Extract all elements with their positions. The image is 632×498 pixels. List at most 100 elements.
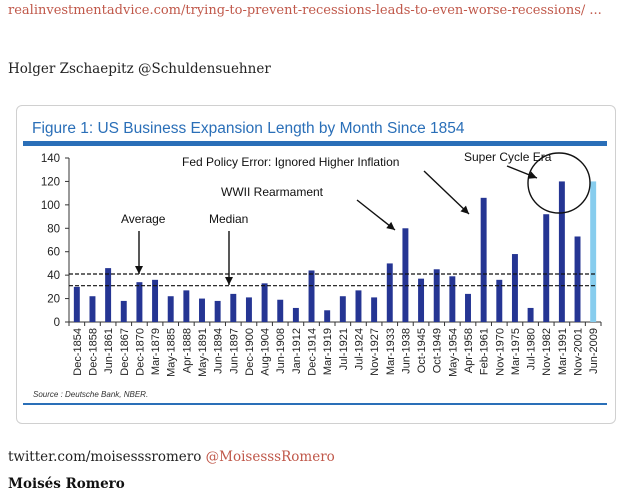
- bar: [105, 268, 112, 322]
- x-tick-label: Mar-1919: [322, 328, 334, 375]
- annotation-median: Median: [209, 212, 248, 226]
- bar: [230, 293, 237, 322]
- author-line: Holger Zschaepitz @Schuldensuehner: [8, 61, 271, 77]
- x-tick-label: Jan-1912: [291, 328, 303, 374]
- bar: [480, 197, 487, 322]
- x-tick-label: Nov-1982: [541, 328, 553, 376]
- x-tick-label: Nov-1970: [494, 328, 506, 376]
- bar: [73, 286, 80, 322]
- bar: [292, 307, 299, 322]
- x-tick-label: Feb-1961: [479, 328, 491, 375]
- bar: [558, 181, 565, 322]
- y-tick-label: 20: [47, 294, 60, 306]
- x-tick-label: Jun-1861: [103, 328, 115, 374]
- chart-figure: Figure 1: US Business Expansion Length b…: [16, 105, 616, 424]
- y-tick-label: 60: [47, 247, 60, 259]
- bar-chart: Figure 1: US Business Expansion Length b…: [23, 120, 607, 405]
- y-tick-label: 0: [54, 317, 60, 329]
- x-tick-label: Jun-1894: [213, 328, 225, 374]
- bar: [136, 282, 143, 322]
- median-arrow-head: [225, 277, 233, 285]
- x-tick-label: Jun-1908: [275, 328, 287, 374]
- x-tick-label: Jul-1921: [338, 328, 350, 370]
- bar: [590, 181, 597, 322]
- x-tick-label: Dec-1900: [244, 328, 256, 376]
- bar: [183, 290, 190, 322]
- bar: [511, 254, 518, 322]
- bar: [418, 278, 425, 322]
- bar: [167, 296, 174, 322]
- bar: [152, 279, 159, 322]
- bar: [386, 263, 393, 322]
- x-tick-label: Mar-1879: [150, 328, 162, 375]
- bar: [120, 300, 127, 322]
- source-link[interactable]: realinvestmentadvice.com/trying-to-preve…: [8, 3, 602, 18]
- x-tick-label: Nov-1927: [369, 328, 381, 376]
- bar: [355, 290, 362, 322]
- x-tick-label: Jul-1924: [353, 328, 365, 370]
- x-tick-label: May-1954: [447, 328, 459, 377]
- bar: [465, 293, 471, 322]
- average-arrow-head: [135, 266, 143, 274]
- y-tick-label: 80: [47, 223, 60, 235]
- x-tick-label: Jun-2009: [588, 328, 600, 374]
- wwii-arrow: [356, 199, 396, 231]
- x-tick-label: Dec-1854: [72, 328, 84, 376]
- x-tick-label: May-1885: [166, 328, 178, 377]
- bar: [277, 299, 284, 322]
- x-tick-label: Mar-1975: [510, 328, 522, 375]
- bar: [543, 214, 550, 322]
- x-tick-label: Oct-1949: [432, 328, 444, 373]
- bar: [199, 298, 205, 322]
- bar: [339, 296, 346, 322]
- x-tick-label: Oct-1945: [416, 328, 428, 373]
- chart-source: Source : Deutsche Bank, NBER.: [33, 390, 148, 399]
- bar: [371, 297, 378, 322]
- x-tick-label: Dec-1914: [307, 328, 319, 376]
- x-tick-label: May-1891: [197, 328, 209, 377]
- chart-title: Figure 1: US Business Expansion Length b…: [32, 120, 465, 137]
- bar: [324, 310, 331, 322]
- bar: [245, 297, 252, 322]
- fed-policy-arrow: [423, 170, 470, 215]
- bar: [574, 236, 581, 322]
- annotation-wwii: WWII Rearmament: [221, 185, 324, 199]
- author-name: Moisés Romero: [8, 476, 125, 492]
- x-tick-label: Jul-1980: [526, 328, 538, 370]
- x-tick-label: Apr-1958: [463, 328, 475, 373]
- y-tick-label: 40: [47, 270, 60, 282]
- x-tick-label: Dec-1858: [87, 328, 99, 376]
- x-tick-label: Mar-1933: [385, 328, 397, 375]
- bar: [89, 296, 96, 322]
- x-tick-label: Jun-1897: [228, 328, 240, 374]
- bar: [214, 300, 221, 322]
- annotation-super-cycle: Super Cycle Era: [464, 150, 552, 164]
- x-tick-label: Dec-1870: [134, 328, 146, 376]
- bar: [261, 283, 268, 322]
- bottom-rule: [23, 403, 607, 405]
- bar: [308, 270, 315, 322]
- y-tick-label: 120: [41, 176, 60, 188]
- x-tick-label: Aug-1904: [260, 328, 272, 376]
- twitter-line: twitter.com/moisesssromero @MoisesssRome…: [8, 449, 335, 465]
- x-tick-label: Jun-1938: [400, 328, 412, 374]
- bar: [449, 276, 456, 322]
- bar: [496, 279, 503, 322]
- title-rule: [23, 141, 607, 146]
- x-tick-label: Apr-1888: [181, 328, 193, 373]
- bar: [433, 269, 440, 322]
- y-tick-label: 100: [41, 200, 60, 212]
- twitter-url[interactable]: twitter.com/moisesssromero: [8, 449, 202, 465]
- super-cycle-circle: [527, 152, 591, 214]
- twitter-handle-link[interactable]: @MoisesssRomero: [205, 449, 335, 465]
- x-tick-label: Mar-1991: [557, 328, 569, 375]
- annotation-fed-policy: Fed Policy Error: Ignored Higher Inflati…: [182, 155, 399, 169]
- bar: [402, 228, 409, 322]
- annotation-average: Average: [121, 212, 166, 226]
- x-tick-label: Nov-2001: [573, 328, 585, 376]
- x-tick-label: Dec-1867: [119, 328, 131, 376]
- bar: [527, 307, 534, 322]
- wwii-arrow-head: [386, 221, 395, 230]
- super-cycle-arrow-head: [528, 171, 537, 179]
- fed-policy-arrow-head: [460, 205, 469, 214]
